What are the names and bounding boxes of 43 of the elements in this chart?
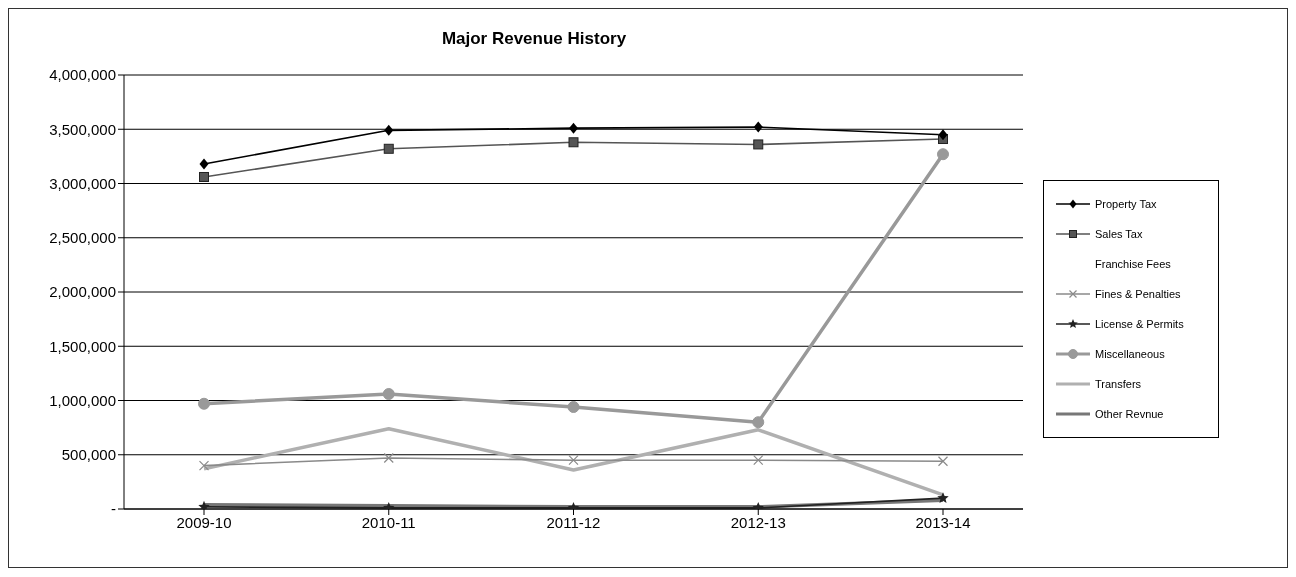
- y-tick-label: 3,000,000: [49, 174, 116, 192]
- point: [198, 397, 210, 410]
- point: [199, 171, 209, 182]
- legend-label: Miscellaneous: [1095, 348, 1165, 360]
- point: [937, 456, 949, 467]
- x-tick-label: 2013-14: [915, 513, 971, 531]
- point: [383, 452, 394, 464]
- point: [199, 158, 209, 170]
- y-tick-label: 500,000: [61, 446, 116, 464]
- y-tick-label: -: [111, 500, 116, 518]
- point: [569, 122, 578, 134]
- legend-label: Sales Tax: [1095, 228, 1143, 240]
- point: [568, 455, 579, 466]
- y-tick-label: 1,500,000: [49, 337, 116, 355]
- y-tick-label: 1,000,000: [49, 391, 116, 409]
- point: [568, 137, 579, 148]
- y-tick-label: 2,000,000: [49, 283, 116, 301]
- text: Franchise Fees: [1095, 258, 1171, 270]
- legend-label: Transfers: [1095, 378, 1142, 390]
- point: [937, 492, 949, 503]
- legend-label: License & Permits: [1095, 318, 1184, 330]
- chart-title: Major Revenue History: [440, 29, 628, 50]
- point: [752, 416, 765, 429]
- x-tick-label: 2009-10: [176, 513, 232, 531]
- point: [384, 124, 394, 136]
- x-tick-label: 2011-12: [546, 513, 601, 531]
- point: [938, 129, 948, 141]
- point: [937, 148, 949, 161]
- y-tick-label: 2,500,000: [49, 229, 116, 247]
- x-tick-label: 2012-13: [730, 513, 786, 531]
- legend-label: Property Tax: [1095, 198, 1157, 210]
- point: [382, 387, 395, 400]
- legend-label: Other Revnue: [1095, 408, 1164, 420]
- point: [567, 401, 580, 414]
- point: [198, 460, 210, 471]
- x-tick-label: 2010-11: [361, 513, 416, 531]
- legend-label: Fines & Penalties: [1095, 288, 1181, 300]
- point: [753, 121, 763, 133]
- y-tick-label: 4,000,000: [49, 66, 116, 84]
- point: [753, 455, 764, 466]
- y-tick-label: 3,500,000: [49, 120, 116, 138]
- point: [383, 143, 394, 154]
- point: [753, 139, 764, 150]
